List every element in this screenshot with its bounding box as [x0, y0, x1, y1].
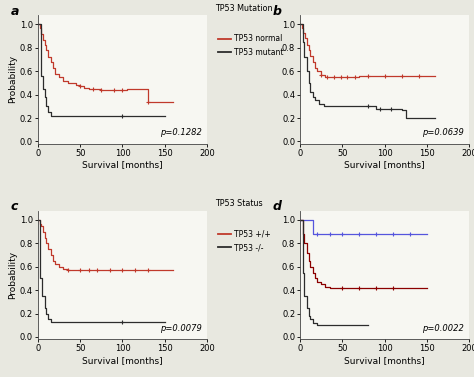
Text: p=0.1282: p=0.1282 [160, 128, 202, 137]
Text: c: c [11, 200, 18, 213]
Legend: TP53 +/+, TP53 -/-: TP53 +/+, TP53 -/- [218, 230, 271, 252]
Legend: TP53 normal, TP53 mutant: TP53 normal, TP53 mutant [218, 34, 284, 57]
Y-axis label: Probability: Probability [8, 251, 17, 299]
X-axis label: Survival [months]: Survival [months] [345, 160, 425, 169]
Text: TP53 Mutation: TP53 Mutation [216, 3, 273, 12]
Text: a: a [11, 5, 19, 18]
Text: b: b [273, 5, 282, 18]
Text: p=0.0079: p=0.0079 [160, 324, 202, 333]
X-axis label: Survival [months]: Survival [months] [345, 356, 425, 365]
Text: TP53 Status: TP53 Status [216, 199, 263, 208]
X-axis label: Survival [months]: Survival [months] [82, 356, 163, 365]
Y-axis label: Probability: Probability [8, 55, 17, 103]
Text: d: d [273, 200, 282, 213]
X-axis label: Survival [months]: Survival [months] [82, 160, 163, 169]
Text: p=0.0022: p=0.0022 [422, 324, 464, 333]
Text: p=0.0639: p=0.0639 [422, 128, 464, 137]
